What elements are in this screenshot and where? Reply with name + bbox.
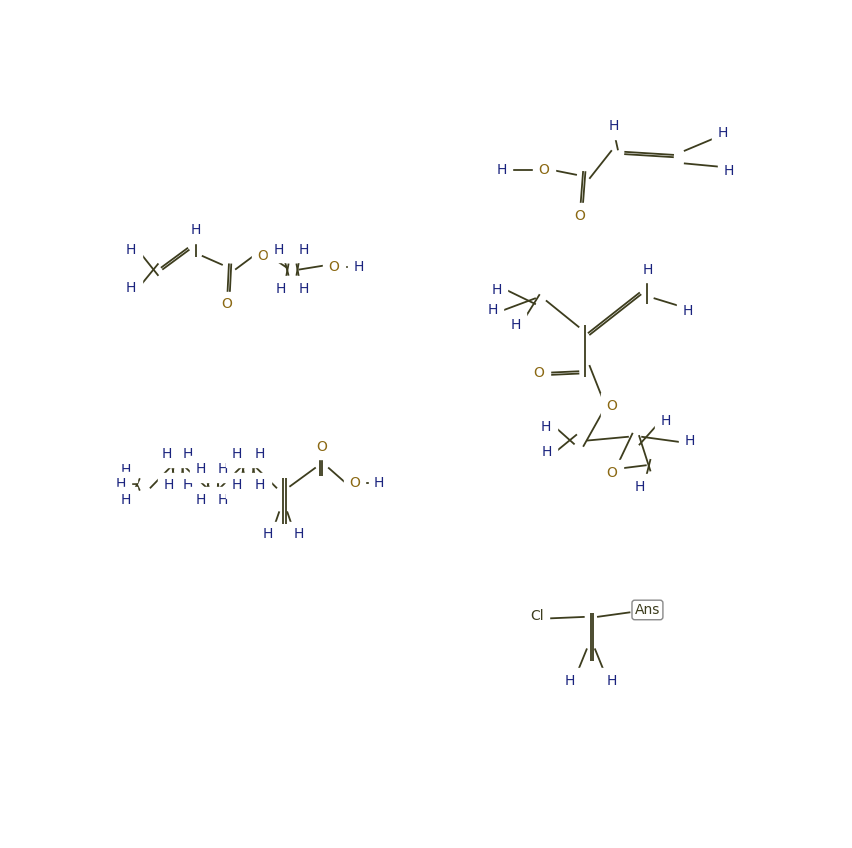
Text: H: H: [191, 223, 201, 237]
Text: H: H: [162, 448, 172, 461]
Text: H: H: [542, 445, 552, 459]
Text: H: H: [685, 433, 695, 448]
Text: O: O: [607, 466, 617, 480]
Text: H: H: [255, 448, 265, 461]
Text: H: H: [354, 260, 364, 274]
Text: H: H: [299, 282, 309, 296]
Text: H: H: [115, 477, 125, 492]
Text: H: H: [232, 448, 242, 461]
Text: H: H: [126, 281, 136, 295]
Text: O: O: [573, 209, 584, 223]
Text: O: O: [533, 365, 544, 380]
Text: O: O: [607, 399, 617, 413]
Text: H: H: [661, 415, 671, 428]
Text: H: H: [217, 493, 228, 507]
Text: H: H: [164, 478, 174, 492]
Text: H: H: [497, 163, 507, 176]
Text: H: H: [374, 476, 384, 490]
Text: Cl: Cl: [530, 609, 544, 623]
Text: H: H: [121, 493, 131, 507]
Text: O: O: [328, 260, 339, 274]
Text: H: H: [182, 448, 193, 461]
Text: H: H: [723, 164, 734, 178]
Text: H: H: [217, 462, 228, 476]
Text: H: H: [565, 674, 575, 688]
Text: H: H: [196, 493, 206, 507]
Text: H: H: [126, 243, 136, 258]
Text: H: H: [121, 463, 131, 477]
Text: H: H: [276, 282, 286, 296]
Text: H: H: [487, 303, 498, 316]
Text: H: H: [541, 420, 551, 433]
Text: H: H: [510, 318, 521, 332]
Text: O: O: [349, 476, 360, 490]
Text: H: H: [682, 304, 693, 318]
Text: O: O: [538, 163, 549, 176]
Text: H: H: [635, 480, 645, 494]
Text: Ans: Ans: [635, 603, 660, 617]
Text: H: H: [607, 674, 617, 688]
Text: H: H: [642, 263, 653, 276]
Text: H: H: [491, 283, 502, 298]
Text: H: H: [273, 243, 284, 257]
Text: O: O: [257, 248, 268, 263]
Text: O: O: [222, 298, 232, 311]
Text: H: H: [717, 126, 728, 140]
Text: H: H: [232, 478, 242, 492]
Text: H: H: [262, 527, 273, 542]
Text: H: H: [196, 462, 206, 476]
Text: H: H: [182, 478, 193, 492]
Text: H: H: [255, 478, 265, 492]
Text: O: O: [316, 440, 327, 454]
Text: H: H: [293, 527, 304, 542]
Text: H: H: [299, 243, 309, 257]
Text: H: H: [609, 120, 619, 133]
